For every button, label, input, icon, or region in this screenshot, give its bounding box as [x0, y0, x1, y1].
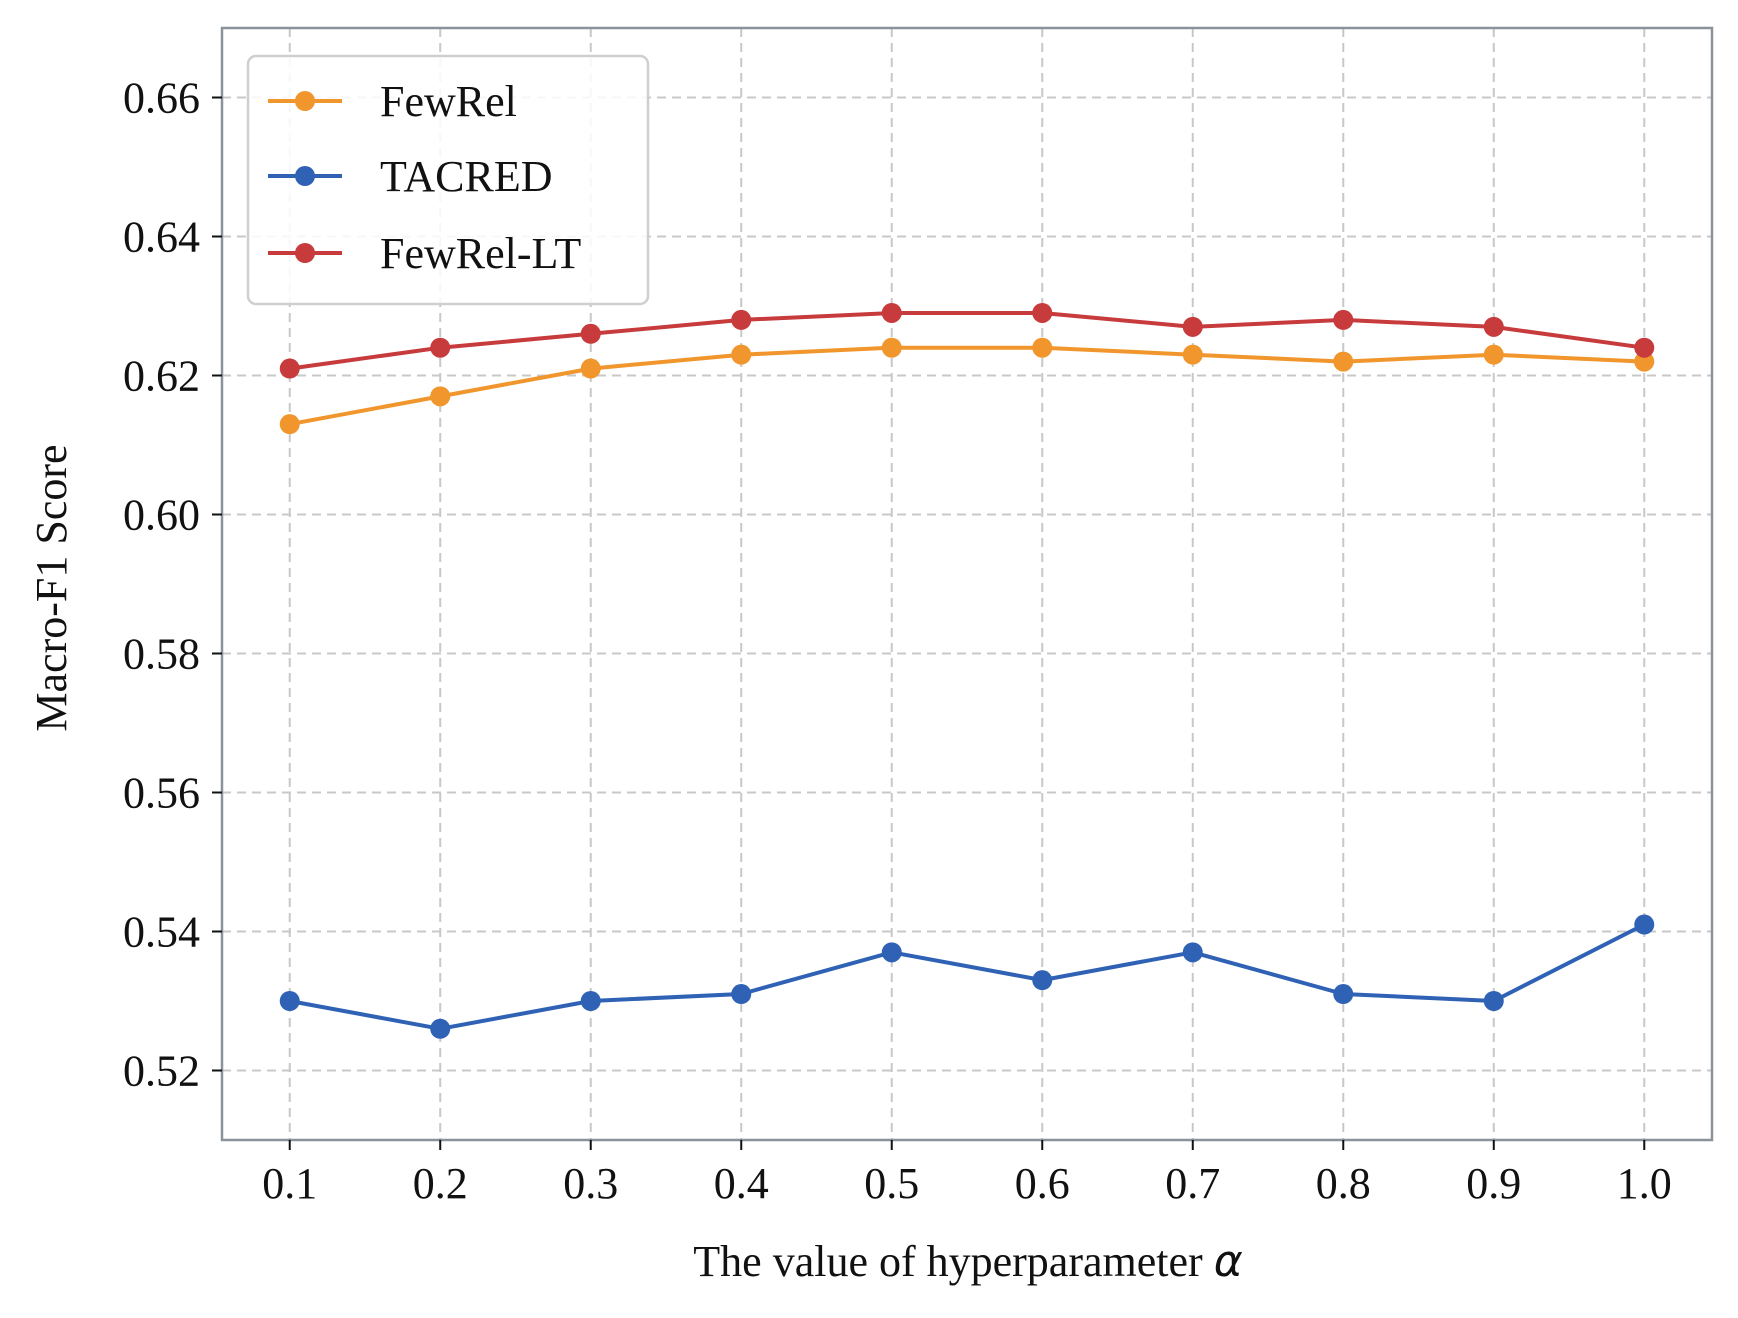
y-tick-label: 0.56 — [123, 769, 200, 818]
x-tick-label: 0.2 — [413, 1159, 468, 1208]
data-point — [731, 984, 752, 1005]
x-tick-label: 0.4 — [714, 1159, 769, 1208]
legend-label: TACRED — [380, 152, 552, 201]
data-point — [279, 358, 300, 379]
data-point — [1634, 351, 1655, 372]
y-tick-label: 0.66 — [123, 74, 200, 123]
data-point — [580, 358, 601, 379]
data-point — [1634, 337, 1655, 358]
data-point — [279, 414, 300, 435]
x-tick-label: 1.0 — [1617, 1159, 1672, 1208]
legend-entries: FewRel TACRED FewRel-LT — [268, 77, 581, 278]
x-axis-ticks: 0.1 0.2 0.3 0.4 0.5 0.6 0.7 0.8 0.9 1.0 — [262, 1140, 1672, 1208]
data-point — [1634, 914, 1655, 935]
data-point — [881, 337, 902, 358]
data-point — [1483, 344, 1504, 365]
y-tick-label: 0.64 — [123, 213, 200, 262]
x-tick-label: 0.7 — [1165, 1159, 1220, 1208]
y-axis-label: Macro-F1 Score — [27, 444, 76, 731]
y-tick-label: 0.62 — [123, 352, 200, 401]
y-tick-label: 0.58 — [123, 630, 200, 679]
data-point — [430, 386, 451, 407]
series-tacred — [279, 914, 1655, 1039]
legend-entry: FewRel — [268, 77, 517, 126]
series-layer — [279, 302, 1655, 1039]
data-point — [1333, 351, 1354, 372]
data-point — [881, 942, 902, 963]
legend: FewRel TACRED FewRel-LT — [246, 54, 650, 306]
series-line — [287, 922, 1647, 1031]
series-fewrel — [279, 337, 1655, 435]
y-tick-label: 0.52 — [123, 1047, 200, 1096]
x-tick-label: 0.3 — [563, 1159, 618, 1208]
data-point — [580, 323, 601, 344]
legend-marker — [295, 243, 315, 263]
legend-entry: FewRel-LT — [268, 229, 581, 278]
x-axis-label: The value of hyperparameter α — [693, 1236, 1242, 1287]
y-axis-ticks: 0.52 0.54 0.56 0.58 0.60 0.62 0.64 0.66 — [123, 74, 222, 1096]
series-line — [287, 345, 1647, 427]
x-tick-label: 0.1 — [262, 1159, 317, 1208]
data-point — [881, 302, 902, 323]
data-point — [279, 991, 300, 1011]
data-point — [1333, 984, 1354, 1005]
alpha-symbol: α — [1214, 1236, 1243, 1287]
y-tick-label: 0.60 — [123, 491, 200, 540]
data-point — [731, 309, 752, 330]
x-axis-label-text: The value of hyperparameter — [693, 1237, 1213, 1286]
x-tick-label: 0.6 — [1015, 1159, 1070, 1208]
data-point — [430, 337, 451, 358]
data-point — [1032, 337, 1053, 358]
legend-marker — [295, 91, 315, 111]
data-point — [1483, 316, 1504, 337]
y-tick-label: 0.54 — [123, 908, 200, 957]
data-point — [1182, 316, 1203, 337]
data-point — [731, 344, 752, 365]
x-tick-label: 0.9 — [1466, 1159, 1521, 1208]
data-point — [1483, 991, 1504, 1011]
legend-box — [246, 54, 650, 306]
legend-label: FewRel-LT — [380, 229, 581, 278]
data-point — [430, 1018, 451, 1039]
legend-marker — [295, 166, 315, 186]
x-tick-label: 0.8 — [1316, 1159, 1371, 1208]
data-point — [1333, 309, 1354, 330]
data-point — [1182, 942, 1203, 963]
series-fewrel-lt — [279, 302, 1655, 379]
x-tick-label: 0.5 — [864, 1159, 919, 1208]
data-point — [1182, 344, 1203, 365]
plot-frame — [220, 26, 1714, 1142]
legend-label: FewRel — [380, 77, 517, 126]
series-line — [287, 311, 1647, 371]
data-point — [1032, 302, 1053, 323]
data-point — [1032, 970, 1053, 991]
legend-entry: TACRED — [268, 152, 552, 201]
data-point — [580, 991, 601, 1011]
